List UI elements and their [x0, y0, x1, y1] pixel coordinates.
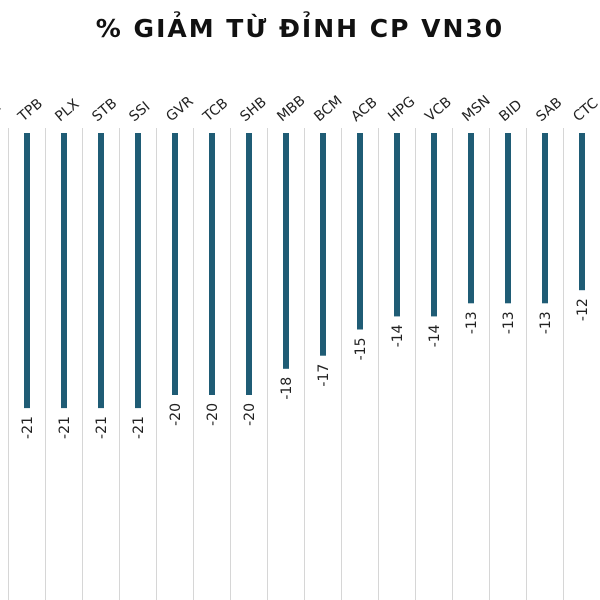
category-label: CTC — [570, 95, 600, 125]
value-label: -20 — [168, 403, 184, 426]
value-label: -17 — [316, 364, 332, 387]
value-label: -13 — [501, 311, 517, 334]
value-label: -12 — [575, 298, 591, 321]
value-label: -21 — [20, 416, 36, 439]
value-label: -21 — [94, 416, 110, 439]
bar — [135, 133, 141, 409]
value-label: -20 — [205, 403, 221, 426]
bar — [431, 133, 437, 317]
value-label: -13 — [464, 311, 480, 334]
bar — [172, 133, 178, 395]
bar — [246, 133, 252, 395]
category-label: SAB — [533, 95, 565, 125]
category-label: TPB — [15, 96, 46, 126]
value-label: -15 — [353, 338, 369, 361]
value-label: -13 — [538, 311, 554, 334]
category-label: BID — [496, 97, 525, 125]
category-label: MSN — [459, 93, 493, 125]
bar — [468, 133, 474, 304]
category-label: GC — [0, 99, 5, 125]
category-label: STB — [89, 95, 120, 125]
category-label: VCB — [422, 94, 454, 125]
bar — [579, 133, 585, 291]
bar — [542, 133, 548, 304]
bar — [209, 133, 215, 395]
chart-title: % GIẢM TỪ ĐỈNH CP VN30 — [95, 14, 505, 43]
category-label: HPG — [385, 94, 418, 125]
bar — [394, 133, 400, 317]
category-label: GVR — [163, 93, 197, 125]
bar — [505, 133, 511, 304]
bar — [24, 133, 30, 409]
value-label: -21 — [57, 416, 73, 439]
bar — [357, 133, 363, 330]
category-label: ACB — [348, 94, 380, 125]
bar — [98, 133, 104, 409]
value-label: -14 — [427, 324, 443, 347]
bar — [283, 133, 289, 369]
value-label: -21 — [131, 416, 147, 439]
value-label: -18 — [279, 377, 295, 400]
bar — [320, 133, 326, 356]
category-label: PLX — [52, 96, 82, 125]
bar — [61, 133, 67, 409]
category-label: TCB — [200, 95, 232, 125]
category-label: MBB — [274, 93, 308, 125]
category-label: SHB — [237, 94, 270, 125]
value-label: -14 — [390, 324, 406, 347]
value-label: -20 — [242, 403, 258, 426]
category-label: BCM — [311, 93, 345, 125]
category-label: SSI — [126, 99, 153, 125]
